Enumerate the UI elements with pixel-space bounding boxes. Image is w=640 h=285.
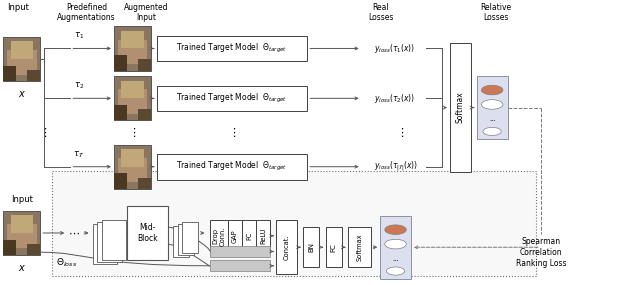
Bar — [114, 76, 151, 120]
Text: Spearman
Correlation
Ranking Loss: Spearman Correlation Ranking Loss — [516, 237, 566, 268]
Text: $\cdots$: $\cdots$ — [68, 228, 79, 238]
Bar — [138, 178, 151, 189]
Bar — [114, 145, 151, 189]
Bar — [228, 220, 242, 252]
Text: Input: Input — [7, 3, 29, 12]
Bar — [122, 31, 143, 48]
Bar — [102, 221, 126, 260]
Text: FC: FC — [246, 232, 252, 240]
Bar — [242, 220, 256, 252]
Bar — [7, 50, 36, 75]
Bar — [118, 89, 147, 114]
Bar — [11, 41, 33, 59]
Text: Softmax: Softmax — [356, 233, 362, 261]
Bar — [276, 220, 297, 274]
Bar — [380, 216, 411, 279]
Text: $\tau_1$: $\tau_1$ — [74, 31, 84, 41]
Bar — [28, 70, 40, 81]
Text: ...: ... — [489, 116, 495, 122]
Bar — [97, 222, 122, 262]
Text: Concat.: Concat. — [284, 235, 290, 260]
Bar — [11, 215, 33, 233]
Bar — [114, 105, 127, 120]
Bar — [114, 173, 127, 189]
Bar — [450, 43, 471, 172]
Text: $y_{loss}(\tau_2(x))$: $y_{loss}(\tau_2(x))$ — [374, 92, 415, 105]
Text: $x$: $x$ — [18, 263, 26, 273]
Bar — [210, 220, 228, 252]
Text: FC: FC — [331, 243, 337, 252]
Bar — [348, 227, 371, 267]
Text: $\vdots$: $\vdots$ — [396, 126, 404, 139]
Text: $\vdots$: $\vdots$ — [40, 126, 47, 139]
Text: ...: ... — [392, 256, 399, 262]
Bar — [157, 36, 307, 61]
Bar — [3, 66, 16, 81]
Text: $y_{loss}(\tau_{|\mathcal{T}|}(x))$: $y_{loss}(\tau_{|\mathcal{T}|}(x))$ — [374, 160, 419, 174]
Bar — [114, 27, 151, 71]
Bar — [7, 224, 36, 249]
Bar — [157, 154, 307, 180]
Bar — [118, 158, 147, 182]
Text: BN: BN — [308, 242, 314, 252]
Bar — [3, 211, 40, 255]
Text: Relative
Losses: Relative Losses — [481, 3, 511, 22]
Text: $\vdots$: $\vdots$ — [129, 126, 136, 139]
Text: $\tau_2$: $\tau_2$ — [74, 81, 84, 91]
Bar — [303, 227, 319, 267]
Text: Input: Input — [11, 195, 33, 204]
Circle shape — [481, 85, 503, 95]
Bar — [138, 60, 151, 71]
Text: Real
Losses: Real Losses — [368, 3, 394, 22]
Bar — [210, 260, 270, 271]
Bar — [182, 222, 198, 253]
Text: GAP: GAP — [232, 229, 238, 243]
Text: $x$: $x$ — [18, 89, 26, 99]
Bar — [118, 40, 147, 64]
Circle shape — [387, 267, 404, 275]
Bar — [122, 149, 143, 167]
Bar — [326, 227, 342, 267]
Text: $y_{loss}(\tau_1(x))$: $y_{loss}(\tau_1(x))$ — [374, 42, 415, 55]
Bar — [114, 55, 127, 71]
Bar — [178, 224, 194, 255]
Bar — [138, 109, 151, 120]
Text: $\tau_{\mathcal{T}}$: $\tau_{\mathcal{T}}$ — [73, 149, 84, 160]
Circle shape — [481, 100, 503, 109]
Text: Mid-
Block: Mid- Block — [137, 223, 158, 243]
Text: Trained Target Model  $\Theta_{target}$: Trained Target Model $\Theta_{target}$ — [177, 42, 287, 55]
Bar — [173, 226, 189, 257]
Text: Drop
Conn.: Drop Conn. — [212, 226, 225, 245]
Bar — [122, 81, 143, 98]
Bar — [28, 244, 40, 255]
Text: Predefined
Augmentations: Predefined Augmentations — [57, 3, 116, 22]
Bar — [210, 246, 270, 257]
Bar — [477, 76, 508, 139]
Bar — [256, 220, 270, 252]
Text: $\vdots$: $\vdots$ — [228, 126, 236, 139]
Bar — [93, 225, 117, 264]
Bar — [127, 206, 168, 260]
Text: Softmax: Softmax — [456, 92, 465, 123]
Bar — [157, 86, 307, 111]
Bar — [52, 171, 536, 276]
Bar — [3, 37, 40, 81]
Circle shape — [385, 239, 406, 249]
Text: Augmented
Input: Augmented Input — [124, 3, 168, 22]
Text: Trained Target Model  $\Theta_{target}$: Trained Target Model $\Theta_{target}$ — [177, 92, 287, 105]
Bar — [3, 240, 16, 255]
Text: ReLU: ReLU — [260, 227, 266, 244]
Text: $\Theta_{loss}$: $\Theta_{loss}$ — [56, 257, 77, 269]
Text: Trained Target Model  $\Theta_{target}$: Trained Target Model $\Theta_{target}$ — [177, 160, 287, 173]
Circle shape — [483, 127, 501, 135]
Circle shape — [385, 225, 406, 235]
